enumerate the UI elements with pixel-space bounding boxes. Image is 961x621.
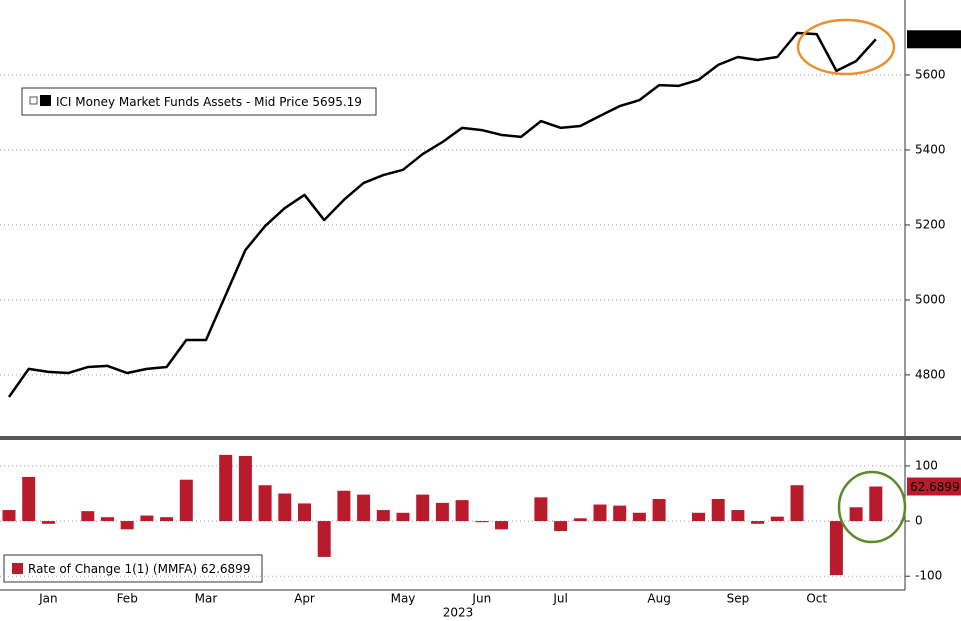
x-tick-label: Mar xyxy=(195,592,218,606)
bar xyxy=(258,485,272,522)
legend: Rate of Change 1(1) (MMFA) 62.6899 xyxy=(3,554,263,583)
legend-box xyxy=(3,554,263,583)
x-tick-label: Jul xyxy=(552,592,567,606)
bar xyxy=(573,518,587,522)
bar xyxy=(692,512,705,522)
y-tick-label: -100 xyxy=(915,569,942,583)
x-tick-label: Sep xyxy=(727,592,750,606)
y-tick-label: 5600 xyxy=(915,67,946,81)
bar xyxy=(790,485,804,522)
bar xyxy=(238,455,252,522)
bar xyxy=(435,502,449,522)
bar xyxy=(632,512,646,522)
bar xyxy=(376,510,390,522)
y-tick-label: 0 xyxy=(915,514,923,528)
bar xyxy=(495,521,508,530)
panel-divider xyxy=(0,436,961,440)
x-axis-label: 2023 xyxy=(443,606,474,620)
bar xyxy=(101,517,114,522)
marks: 4800 5000 5200 5400 5600 5695.19 -100 0 100 62.68… xyxy=(0,30,961,606)
y-tick-label: 100 xyxy=(915,458,938,472)
x-tick-label: Aug xyxy=(647,592,670,606)
highlight-circle xyxy=(837,470,907,544)
bar xyxy=(554,521,568,531)
bar xyxy=(751,521,765,524)
bar xyxy=(140,515,154,522)
x-tick-label: May xyxy=(391,592,416,606)
bar xyxy=(731,510,745,522)
bar xyxy=(416,494,430,522)
bar xyxy=(534,497,548,522)
x-tick-label: Feb xyxy=(117,592,138,606)
bar xyxy=(2,510,16,522)
legend-label: ICI Money Market Funds Assets - Mid Pric… xyxy=(56,95,362,109)
bar xyxy=(41,521,55,524)
last-value-label: 5695.19 xyxy=(911,33,961,47)
bar xyxy=(357,494,371,522)
highlight-circle xyxy=(796,18,896,76)
line xyxy=(7,31,877,398)
x-tick-label: Jan xyxy=(38,592,58,606)
bar xyxy=(298,503,311,522)
legend-name: ICI Money Market Funds Assets - Mid Pric… xyxy=(56,95,308,109)
y-tick-label: 5000 xyxy=(915,292,946,306)
legend-toggle xyxy=(29,96,38,105)
y-tick-label: 4800 xyxy=(915,367,946,381)
bar xyxy=(337,490,351,522)
bar xyxy=(593,504,607,522)
bar xyxy=(396,512,410,522)
bar xyxy=(770,516,784,522)
bar xyxy=(475,521,489,523)
bar xyxy=(219,454,233,522)
bar xyxy=(317,521,331,557)
legend-box xyxy=(21,87,377,116)
last-value-tag xyxy=(907,477,961,496)
bar xyxy=(179,479,193,522)
legend-swatch xyxy=(40,95,51,106)
legend-value: 62.6899 xyxy=(201,562,251,576)
bar xyxy=(455,500,469,522)
bar xyxy=(711,499,725,522)
y-tick-label: 5200 xyxy=(915,217,946,231)
legend-name: Rate of Change 1(1) (MMFA) xyxy=(28,562,197,576)
bar xyxy=(22,476,36,522)
bar xyxy=(869,486,883,522)
legend-value: 5695.19 xyxy=(312,95,362,109)
y-tick-label: 5400 xyxy=(915,142,946,156)
last-value-label: 62.6899 xyxy=(910,480,960,494)
bar xyxy=(652,499,666,522)
bar xyxy=(829,521,843,576)
x-tick-label: Jun xyxy=(471,592,491,606)
bar xyxy=(278,493,292,522)
legend-swatch xyxy=(12,563,23,574)
bar xyxy=(120,521,134,530)
last-value-tag xyxy=(907,30,961,49)
legend: ICI Money Market Funds Assets - Mid Pric… xyxy=(21,87,377,116)
bar xyxy=(613,505,627,522)
bar xyxy=(849,507,863,522)
bar xyxy=(81,511,95,522)
x-tick-label: Oct xyxy=(806,592,827,606)
legend-label: Rate of Change 1(1) (MMFA) 62.6899 xyxy=(28,562,250,576)
x-tick-label: Apr xyxy=(294,592,315,606)
bar xyxy=(160,517,174,522)
